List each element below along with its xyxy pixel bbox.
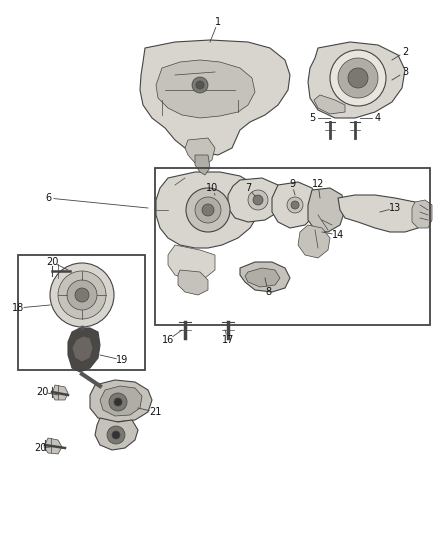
Circle shape [50,263,114,327]
Text: 19: 19 [116,355,128,365]
Text: 4: 4 [375,113,381,123]
Circle shape [186,188,230,232]
Text: 20: 20 [46,257,58,267]
Text: 20: 20 [34,443,46,453]
Text: 21: 21 [149,407,161,417]
Circle shape [330,50,386,106]
Text: 9: 9 [289,179,295,189]
Text: 13: 13 [389,203,401,213]
Text: 6: 6 [45,193,51,203]
Circle shape [202,204,214,216]
Polygon shape [412,200,432,228]
Circle shape [248,190,268,210]
Polygon shape [308,188,345,232]
Circle shape [195,197,221,223]
Polygon shape [308,42,405,118]
Polygon shape [245,268,280,287]
Polygon shape [100,386,142,416]
Polygon shape [240,262,290,292]
Text: 17: 17 [222,335,234,345]
Circle shape [291,201,299,209]
Circle shape [253,195,263,205]
Text: 2: 2 [402,47,408,57]
Circle shape [348,68,368,88]
Circle shape [67,280,97,310]
Text: 5: 5 [309,113,315,123]
Circle shape [192,77,208,93]
Circle shape [107,426,125,444]
Polygon shape [314,95,345,114]
Polygon shape [52,385,68,400]
Text: 3: 3 [402,67,408,77]
Polygon shape [68,328,100,372]
Text: 7: 7 [245,183,251,193]
Text: 8: 8 [265,287,271,297]
Circle shape [109,393,127,411]
Polygon shape [90,380,152,422]
Polygon shape [156,172,260,248]
Text: 20: 20 [36,387,48,397]
Polygon shape [178,270,208,295]
Text: 18: 18 [12,303,24,313]
Circle shape [112,431,120,439]
Polygon shape [272,182,318,228]
Polygon shape [44,438,62,454]
Polygon shape [140,40,290,155]
Circle shape [338,58,378,98]
Circle shape [58,271,106,319]
Circle shape [196,81,204,89]
Bar [18,255,145,370]
Text: 14: 14 [332,230,344,240]
Polygon shape [298,225,330,258]
Polygon shape [195,155,210,175]
Polygon shape [228,178,282,222]
Polygon shape [185,138,215,165]
Text: 1: 1 [215,17,221,27]
Circle shape [287,197,303,213]
Polygon shape [72,336,93,362]
Bar [155,168,430,325]
Polygon shape [156,60,255,118]
Circle shape [75,288,89,302]
Polygon shape [168,245,215,280]
Polygon shape [95,418,138,450]
Text: 10: 10 [206,183,218,193]
Circle shape [114,398,122,406]
Text: 16: 16 [162,335,174,345]
Text: 12: 12 [312,179,324,189]
Polygon shape [338,195,430,232]
